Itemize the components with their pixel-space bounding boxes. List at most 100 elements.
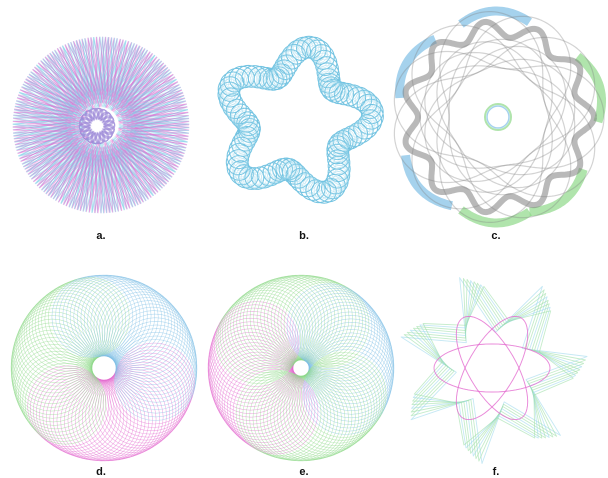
dense-loop xyxy=(224,287,311,374)
dense-loop xyxy=(299,295,385,382)
center-ring xyxy=(486,105,510,129)
dense-loop xyxy=(18,354,100,436)
dense-loop xyxy=(263,375,349,462)
petal-loop xyxy=(455,315,529,421)
dense-loop xyxy=(99,288,181,371)
grey-ring xyxy=(402,18,597,216)
panel-f: f. xyxy=(400,239,608,478)
dense-loop xyxy=(307,336,394,422)
center-knot xyxy=(79,108,115,145)
panel-a: a. xyxy=(0,0,203,242)
dense-loop xyxy=(115,324,198,407)
dense-loop xyxy=(212,304,298,390)
dense-loop xyxy=(90,282,172,364)
spirograph-c xyxy=(393,6,606,228)
star-line xyxy=(12,36,189,213)
star-line xyxy=(14,36,190,213)
star-line xyxy=(13,36,190,213)
dense-loop xyxy=(256,375,342,462)
star-line xyxy=(12,36,189,212)
dense-loop xyxy=(301,298,387,385)
dense-loop xyxy=(230,283,316,369)
dense-loop xyxy=(14,308,96,390)
dense-loop xyxy=(212,345,298,432)
dense-loop xyxy=(20,357,102,439)
dense-loop xyxy=(22,360,104,442)
panel-e: e. xyxy=(203,239,406,478)
star-line xyxy=(13,38,189,214)
dense-loop xyxy=(280,370,366,457)
dense-loop xyxy=(10,326,93,408)
dense-loop xyxy=(115,328,198,410)
center-knot xyxy=(78,108,116,144)
dense-loop xyxy=(71,379,153,461)
dense-loop xyxy=(115,335,197,418)
dense-loop xyxy=(210,342,297,428)
dense-loop xyxy=(207,324,294,411)
star-outline xyxy=(411,281,581,454)
spirograph-b xyxy=(217,35,384,204)
dense-loop xyxy=(58,274,141,357)
star-line xyxy=(12,38,189,214)
dense-loop xyxy=(110,349,193,432)
dense-loop xyxy=(260,274,346,361)
panel-b: b. xyxy=(203,0,406,242)
looped-curve xyxy=(219,39,380,198)
dense-loop xyxy=(298,355,385,441)
star-line xyxy=(12,37,189,214)
dense-loop xyxy=(283,369,369,455)
star-line xyxy=(13,37,190,214)
colored-lobe xyxy=(574,52,606,125)
colored-lobe xyxy=(395,35,438,101)
dense-loop xyxy=(270,374,356,460)
panel-c-caption: c. xyxy=(491,230,501,242)
dense-loop xyxy=(308,318,394,405)
dense-loop xyxy=(106,297,188,379)
star-line xyxy=(12,36,189,213)
dense-loop xyxy=(96,286,178,369)
dense-loop xyxy=(26,289,108,372)
colored-lobe xyxy=(401,152,455,211)
dense-loop xyxy=(113,342,195,425)
star-line xyxy=(12,36,189,213)
dense-loop xyxy=(274,277,360,363)
star-line xyxy=(13,37,190,214)
dense-loop xyxy=(291,362,378,449)
looped-curve xyxy=(217,35,384,204)
dense-loop xyxy=(213,301,300,387)
dense-loop xyxy=(112,346,194,428)
star-line xyxy=(13,37,189,214)
star-line xyxy=(13,37,190,214)
petal-loop xyxy=(433,343,551,393)
star-line xyxy=(13,36,190,213)
star-line xyxy=(13,36,190,213)
star-line xyxy=(12,36,189,213)
dense-loop xyxy=(296,357,383,444)
dense-loop xyxy=(101,291,184,374)
dense-loop xyxy=(51,275,134,358)
dense-loop xyxy=(263,274,350,361)
dense-loop xyxy=(238,371,325,458)
dense-loop xyxy=(24,362,107,445)
dense-loop xyxy=(42,375,125,458)
star-line xyxy=(13,37,190,214)
dense-loop xyxy=(270,276,357,362)
star-outline xyxy=(409,280,583,457)
dense-loop xyxy=(112,310,195,392)
dense-loop xyxy=(246,276,332,362)
center-knot xyxy=(79,108,115,145)
spirograph-f xyxy=(400,277,588,464)
star-line xyxy=(13,36,190,213)
panel-a-caption: a. xyxy=(96,230,106,242)
dense-loop xyxy=(15,304,98,387)
star-line xyxy=(13,37,190,214)
dense-loop xyxy=(93,284,176,366)
star-line xyxy=(13,38,190,214)
colored-lobe xyxy=(526,166,588,217)
center-knot xyxy=(79,107,115,145)
dense-loop xyxy=(114,317,197,399)
spirograph-a xyxy=(12,36,190,214)
dense-loop xyxy=(266,375,353,461)
star-line xyxy=(12,37,189,214)
dense-loop xyxy=(305,308,392,394)
